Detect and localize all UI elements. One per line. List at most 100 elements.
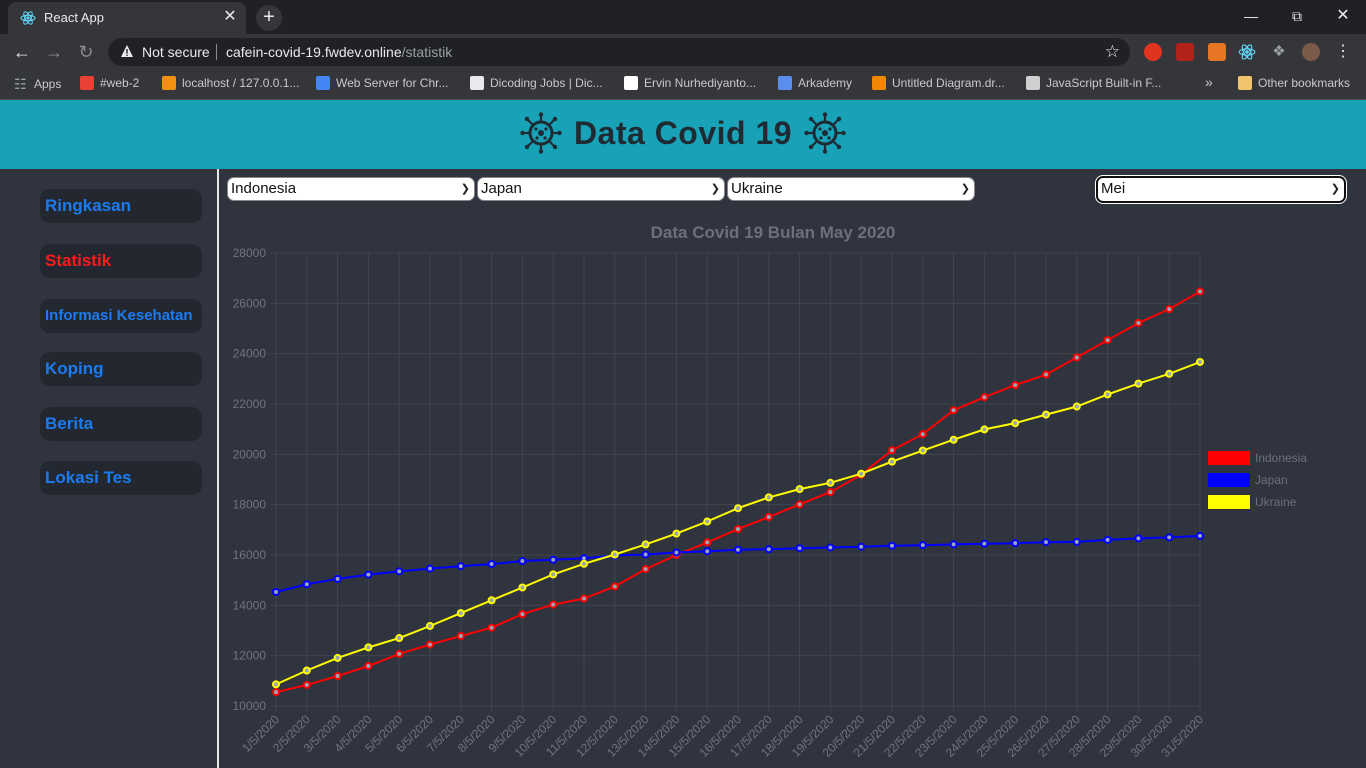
- data-point: [580, 559, 588, 568]
- menu-icon[interactable]: ⋮: [1335, 43, 1351, 60]
- pdf-icon[interactable]: [1176, 43, 1194, 61]
- bookmark-item[interactable]: ☷ Apps: [14, 76, 61, 92]
- data-point: [1196, 357, 1204, 366]
- data-point: [1165, 305, 1174, 314]
- month-select-value: Mei: [1101, 180, 1126, 197]
- data-point: [764, 512, 773, 521]
- sidebar-item-lokasi-tes[interactable]: Lokasi Tes: [40, 461, 202, 495]
- bookmarks-overflow-icon[interactable]: »: [1205, 74, 1213, 90]
- data-point: [826, 543, 835, 552]
- data-point: [549, 555, 558, 564]
- bookmark-label: localhost / 127.0.0.1...: [182, 76, 300, 90]
- back-icon[interactable]: ←: [13, 42, 31, 62]
- address-bar[interactable]: Not secure cafein-covid-19.fwdev.online/…: [108, 38, 1130, 66]
- bookmark-item[interactable]: JavaScript Built-in F...: [1026, 76, 1161, 90]
- data-point: [1103, 535, 1112, 544]
- data-point: [918, 446, 927, 455]
- data-point: [1011, 381, 1020, 390]
- page-title-text: Data Covid 19: [573, 115, 793, 151]
- bookmark-item[interactable]: Untitled Diagram.dr...: [872, 76, 1005, 90]
- data-point: [857, 542, 866, 551]
- data-point: [456, 609, 465, 618]
- data-point: [1011, 419, 1020, 428]
- data-point: [456, 632, 465, 641]
- country-select-3[interactable]: Ukraine ❯: [727, 177, 975, 201]
- data-point: [918, 541, 927, 550]
- bookmark-item[interactable]: Ervin Nurhediyanto...: [624, 76, 756, 90]
- data-point: [641, 565, 650, 574]
- data-point: [826, 488, 835, 497]
- data-point: [364, 661, 373, 670]
- data-point: [426, 564, 434, 573]
- tab-title: React App: [44, 10, 104, 25]
- bookmark-item[interactable]: Dicoding Jobs | Dic...: [470, 76, 603, 90]
- bookmark-label: JavaScript Built-in F...: [1046, 76, 1162, 90]
- sidebar-item-ringkasan[interactable]: Ringkasan: [40, 189, 202, 223]
- month-select[interactable]: Mei ❯: [1095, 175, 1347, 204]
- country-select-2[interactable]: Japan ❯: [477, 177, 725, 201]
- avatar[interactable]: [1302, 43, 1320, 61]
- window-close-icon[interactable]: ✕: [1336, 7, 1350, 24]
- reload-icon[interactable]: ↻: [78, 42, 94, 62]
- bookmark-label: Untitled Diagram.dr...: [892, 76, 1005, 90]
- data-point: [888, 457, 896, 466]
- adblock-icon[interactable]: [1144, 43, 1162, 61]
- data-point: [580, 594, 588, 603]
- data-point: [518, 583, 527, 592]
- sidebar-item-statistik[interactable]: Statistik: [40, 244, 202, 278]
- data-point: [888, 541, 896, 550]
- sidebar-item-informasi-kesehatan[interactable]: Informasi Kesehatan: [40, 299, 202, 333]
- data-point: [980, 539, 989, 548]
- data-point: [1042, 410, 1050, 419]
- sidebar-item-koping[interactable]: Koping: [40, 352, 202, 386]
- data-point: [610, 550, 619, 559]
- data-point: [641, 540, 650, 549]
- data-point: [672, 548, 681, 557]
- bookmarks-bar: ☷ Apps #web-2 localhost / 127.0.0.1... We…: [0, 70, 1366, 100]
- data-point: [857, 469, 866, 478]
- data-point: [795, 485, 804, 494]
- browser-tab[interactable]: React App ✕: [8, 2, 246, 34]
- bookmark-star-icon[interactable]: ☆: [1104, 42, 1120, 61]
- data-point: [395, 567, 404, 576]
- react-devtools-icon[interactable]: [1238, 43, 1256, 61]
- chart-title: Data Covid 19 Bulan May 2020: [651, 223, 896, 242]
- bookmark-item[interactable]: Arkademy: [778, 76, 852, 90]
- bookmark-label: Web Server for Chr...: [336, 76, 449, 90]
- bookmark-item[interactable]: Web Server for Chr...: [316, 76, 448, 90]
- data-point: [703, 538, 712, 547]
- bookmark-item[interactable]: #web-2: [80, 76, 139, 90]
- chevron-down-icon: ❯: [710, 183, 720, 195]
- data-point: [1072, 402, 1081, 411]
- new-tab-button[interactable]: +: [256, 5, 282, 31]
- app-header: Data Covid 19: [0, 100, 1366, 169]
- minimize-icon[interactable]: —: [1244, 8, 1258, 24]
- extension-icon[interactable]: [1208, 43, 1226, 61]
- country-select-1[interactable]: Indonesia ❯: [227, 177, 475, 201]
- data-point: [426, 621, 434, 630]
- data-point: [302, 680, 311, 689]
- data-point: [1196, 531, 1204, 540]
- sidebar-item-berita[interactable]: Berita: [40, 407, 202, 441]
- data-point: [826, 478, 835, 487]
- legend-label: Indonesia: [1255, 451, 1307, 465]
- data-point: [918, 430, 927, 439]
- bookmark-item[interactable]: localhost / 127.0.0.1...: [162, 76, 299, 90]
- restore-icon[interactable]: ⧉: [1292, 8, 1302, 24]
- forward-icon[interactable]: →: [45, 42, 63, 62]
- chart-canvas: Data Covid 19 Bulan May 2020 10000 12000 14…: [233, 223, 1308, 760]
- y-tick-label: 24000: [233, 347, 267, 361]
- url-host: cafein-covid-19.fwdev.online: [226, 44, 402, 60]
- folder-icon: [1238, 76, 1252, 90]
- data-point: [487, 596, 496, 605]
- y-tick-label: 20000: [233, 447, 267, 461]
- bookmark-label: Dicoding Jobs | Dic...: [490, 76, 603, 90]
- tab-close-icon[interactable]: ✕: [223, 8, 237, 25]
- puzzle-icon[interactable]: ❖: [1272, 43, 1286, 60]
- data-point: [764, 493, 773, 502]
- bookmark-favicon-icon: [80, 76, 94, 90]
- bookmark-label: Arkademy: [798, 76, 853, 90]
- data-point: [703, 547, 712, 556]
- other-bookmarks[interactable]: Other bookmarks: [1238, 76, 1350, 90]
- data-point: [949, 540, 958, 549]
